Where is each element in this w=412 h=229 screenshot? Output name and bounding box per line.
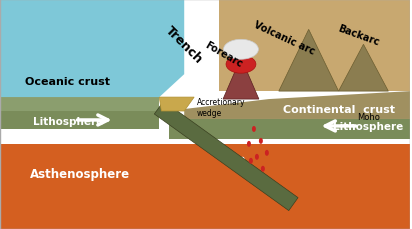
Polygon shape [159, 98, 194, 112]
Text: Continental  crust: Continental crust [283, 105, 395, 114]
Text: Trench: Trench [163, 24, 206, 66]
Ellipse shape [247, 141, 251, 147]
Polygon shape [223, 70, 259, 100]
Ellipse shape [226, 56, 256, 74]
Ellipse shape [259, 138, 263, 144]
Text: Accretionary
wedge: Accretionary wedge [197, 98, 246, 117]
Polygon shape [0, 144, 410, 229]
Text: Lithosphere: Lithosphere [33, 117, 103, 126]
Ellipse shape [249, 158, 253, 164]
Polygon shape [169, 120, 410, 139]
Polygon shape [339, 45, 389, 92]
Text: Backarc: Backarc [336, 23, 381, 47]
Ellipse shape [261, 166, 265, 172]
Text: Asthenosphere: Asthenosphere [30, 167, 130, 180]
Ellipse shape [252, 126, 256, 132]
Text: Volcanic arc: Volcanic arc [252, 20, 316, 57]
Ellipse shape [265, 150, 269, 156]
Ellipse shape [255, 154, 259, 160]
Polygon shape [279, 30, 339, 92]
Polygon shape [0, 0, 184, 98]
Polygon shape [0, 98, 159, 112]
Polygon shape [154, 102, 298, 211]
Text: Oceanic crust: Oceanic crust [25, 77, 110, 87]
Text: Lithosphere: Lithosphere [333, 121, 403, 131]
Polygon shape [0, 112, 159, 129]
Text: Forearc: Forearc [204, 40, 244, 70]
Text: Moho: Moho [357, 113, 380, 122]
Polygon shape [219, 0, 410, 92]
Polygon shape [184, 92, 410, 120]
Ellipse shape [224, 40, 258, 60]
